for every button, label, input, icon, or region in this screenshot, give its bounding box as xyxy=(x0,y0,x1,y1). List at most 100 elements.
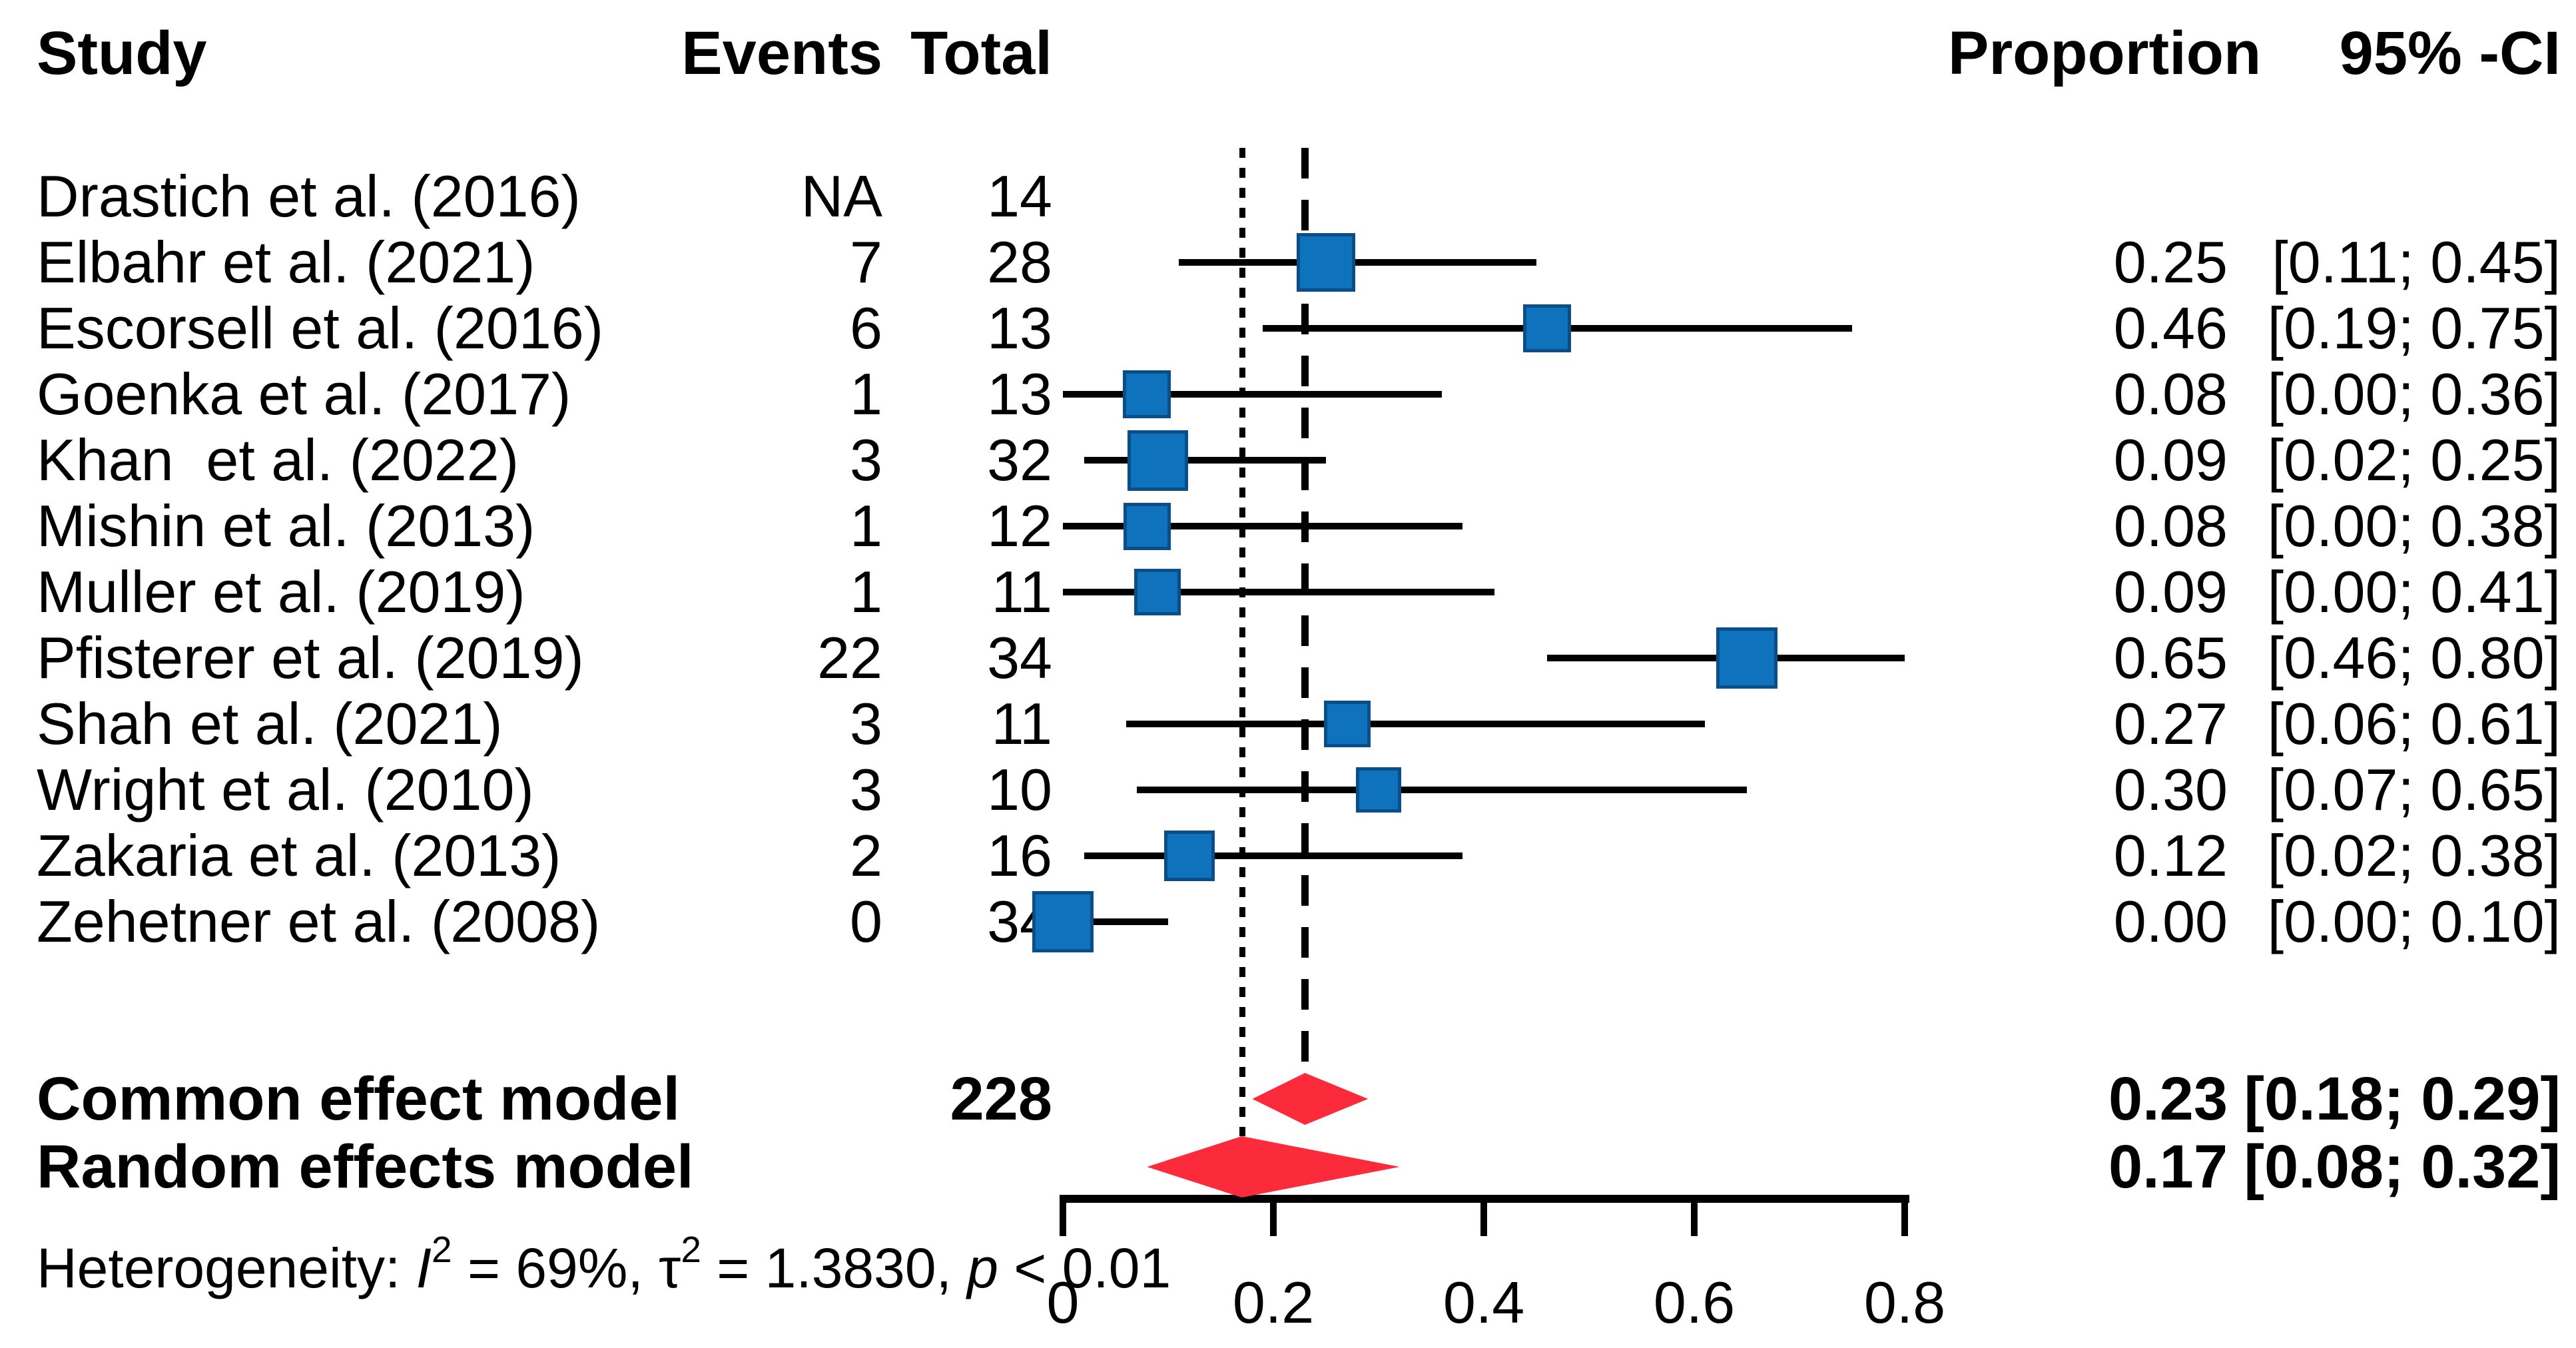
effect-size-square xyxy=(1123,370,1171,418)
x-axis-tick-label: 0.4 xyxy=(1443,1269,1525,1335)
events-value: 7 xyxy=(850,229,882,295)
confidence-interval-line xyxy=(1063,589,1494,595)
total-value: 13 xyxy=(987,361,1052,427)
study-label: Drastich et al. (2016) xyxy=(37,163,581,229)
study-label: Wright et al. (2010) xyxy=(37,757,534,823)
study-label: Mishin et al. (2013) xyxy=(37,493,535,559)
reference-line-dotted xyxy=(1239,148,1245,1136)
column-header-total: Total xyxy=(910,19,1052,87)
total-value: 34 xyxy=(987,888,1052,954)
total-value: 11 xyxy=(991,559,1052,625)
total-value: 12 xyxy=(987,493,1052,559)
proportion-value: 0.25 xyxy=(2113,229,2228,295)
proportion-value: 0.65 xyxy=(2113,625,2228,691)
x-axis-tick xyxy=(1060,1195,1066,1236)
proportion-value: 0.46 xyxy=(2113,295,2228,361)
summary-proportion: 0.17 xyxy=(2108,1133,2228,1201)
effect-size-square xyxy=(1297,233,1355,292)
column-header-proportion: Proportion xyxy=(1948,19,2262,87)
total-value: 28 xyxy=(987,229,1052,295)
x-axis-tick-label: 0 xyxy=(1046,1269,1080,1335)
events-value: 0 xyxy=(850,888,882,954)
effect-size-square xyxy=(1716,627,1777,689)
events-value: 2 xyxy=(850,823,882,888)
confidence-interval-line xyxy=(1084,852,1463,859)
study-label: Zehetner et al. (2008) xyxy=(37,888,601,954)
ci-value: [0.00; 0.38] xyxy=(2267,493,2561,559)
effect-size-square xyxy=(1163,831,1215,881)
study-label: Khan et al. (2022) xyxy=(37,427,519,493)
total-value: 13 xyxy=(987,295,1052,361)
column-header-events: Events xyxy=(681,19,882,87)
study-label: Muller et al. (2019) xyxy=(37,559,525,625)
confidence-interval-line xyxy=(1084,457,1326,464)
proportion-value: 0.09 xyxy=(2113,559,2228,625)
total-value: 34 xyxy=(987,625,1052,691)
total-value: 14 xyxy=(987,163,1052,229)
summary-total: 228 xyxy=(950,1065,1053,1133)
confidence-interval-line xyxy=(1126,721,1705,727)
summary-ci: [0.08; 0.32] xyxy=(2244,1133,2561,1201)
effect-size-square xyxy=(1134,569,1181,615)
confidence-interval-line xyxy=(1178,259,1536,266)
total-value: 11 xyxy=(991,691,1052,757)
ci-value: [0.46; 0.80] xyxy=(2267,625,2561,691)
summary-diamond-common xyxy=(1252,1073,1369,1125)
ci-value: [0.07; 0.65] xyxy=(2267,757,2561,823)
proportion-value: 0.08 xyxy=(2113,493,2228,559)
events-value: 1 xyxy=(850,493,882,559)
ci-value: [0.06; 0.61] xyxy=(2267,691,2561,757)
confidence-interval-line xyxy=(1063,391,1442,398)
events-value: NA xyxy=(801,163,882,229)
proportion-value xyxy=(1948,164,2228,229)
effect-size-square xyxy=(1127,430,1188,491)
events-value: 1 xyxy=(850,559,882,625)
x-axis-tick xyxy=(1901,1195,1908,1236)
proportion-value: 0.08 xyxy=(2113,361,2228,427)
ci-value: [0.19; 0.75] xyxy=(2267,295,2561,361)
ci-value: [0.00; 0.10] xyxy=(2267,888,2561,954)
events-value: 22 xyxy=(817,625,882,691)
confidence-interval-line xyxy=(1136,787,1747,793)
summary-proportion: 0.23 xyxy=(2108,1065,2228,1133)
summary-total xyxy=(852,1134,1052,1199)
study-label: Goenka et al. (2017) xyxy=(37,361,571,427)
ci-value: [0.02; 0.38] xyxy=(2267,823,2561,888)
proportion-value: 0.27 xyxy=(2113,691,2228,757)
total-value: 32 xyxy=(987,427,1052,493)
x-axis-tick-label: 0.2 xyxy=(1232,1269,1315,1335)
effect-size-square xyxy=(1356,767,1401,813)
column-header-study: Study xyxy=(37,19,207,87)
study-label: Pfisterer et al. (2019) xyxy=(37,625,584,691)
confidence-interval-line xyxy=(1063,918,1168,925)
summary-diamond-random xyxy=(1147,1136,1400,1197)
events-value: 6 xyxy=(850,295,882,361)
x-axis-tick-label: 0.8 xyxy=(1863,1269,1946,1335)
x-axis-tick xyxy=(1480,1195,1487,1236)
summary-ci: [0.18; 0.29] xyxy=(2244,1065,2561,1133)
heterogeneity-note: Heterogeneity: I2 = 69%, τ2 = 1.3830, p … xyxy=(37,1229,1171,1299)
x-axis-tick-label: 0.6 xyxy=(1653,1269,1736,1335)
effect-size-square xyxy=(1323,701,1371,747)
study-label: Shah et al. (2021) xyxy=(37,691,503,757)
column-header-ci: 95% -CI xyxy=(2339,19,2561,87)
ci-value xyxy=(2228,164,2561,229)
study-label: Zakaria et al. (2013) xyxy=(37,823,561,888)
ci-value: [0.00; 0.36] xyxy=(2267,361,2561,427)
total-value: 16 xyxy=(987,823,1052,888)
total-value: 10 xyxy=(987,757,1052,823)
x-axis-tick xyxy=(1270,1195,1277,1236)
summary-label: Random effects model xyxy=(37,1133,694,1201)
proportion-value: 0.30 xyxy=(2113,757,2228,823)
effect-size-square xyxy=(1522,304,1571,352)
events-value: 3 xyxy=(850,691,882,757)
events-value: 1 xyxy=(850,361,882,427)
proportion-value: 0.00 xyxy=(2113,888,2228,954)
proportion-value: 0.09 xyxy=(2113,427,2228,493)
reference-line-dashed xyxy=(1301,148,1309,1070)
effect-size-square xyxy=(1123,502,1171,550)
ci-value: [0.00; 0.41] xyxy=(2267,559,2561,625)
x-axis-tick xyxy=(1691,1195,1698,1236)
effect-size-square xyxy=(1032,891,1094,952)
